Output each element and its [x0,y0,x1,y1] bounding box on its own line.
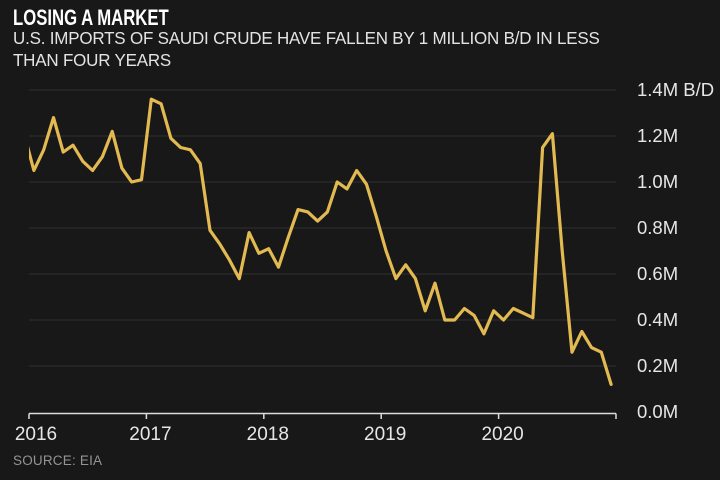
y-axis-tick-label: 0.0M [637,401,679,422]
y-axis-tick-label: 1.2M [637,125,679,146]
x-axis-tick-label: 2018 [246,424,289,445]
chart-title: LOSING A MARKET [13,5,169,30]
y-axis-tick-label: 0.2M [637,355,679,376]
x-axis-tick-label: 2020 [481,424,524,445]
y-axis-tick-label: 1.4M B/D [637,79,715,100]
x-axis-tick-label: 2017 [129,424,172,445]
x-axis-tick-label: 2016 [14,424,58,445]
chart-subtitle-line-1: U.S. IMPORTS OF SAUDI CRUDE HAVE FALLEN … [13,28,600,48]
source-note: SOURCE: EIA [13,453,103,468]
y-axis-tick-label: 0.6M [637,263,679,284]
y-axis-tick-label: 0.4M [637,309,679,330]
data-line-saudi-crude-imports [29,97,613,386]
y-axis-tick-label: 1.0M [637,171,679,192]
chart-subtitle-line-2: THAN FOUR YEARS [13,49,172,70]
y-axis-tick-label: 0.8M [637,217,679,238]
chart-subtitle: U.S. IMPORTS OF SAUDI CRUDE HAVE FALLEN … [13,28,600,71]
x-axis-tick-label: 2019 [364,424,407,445]
